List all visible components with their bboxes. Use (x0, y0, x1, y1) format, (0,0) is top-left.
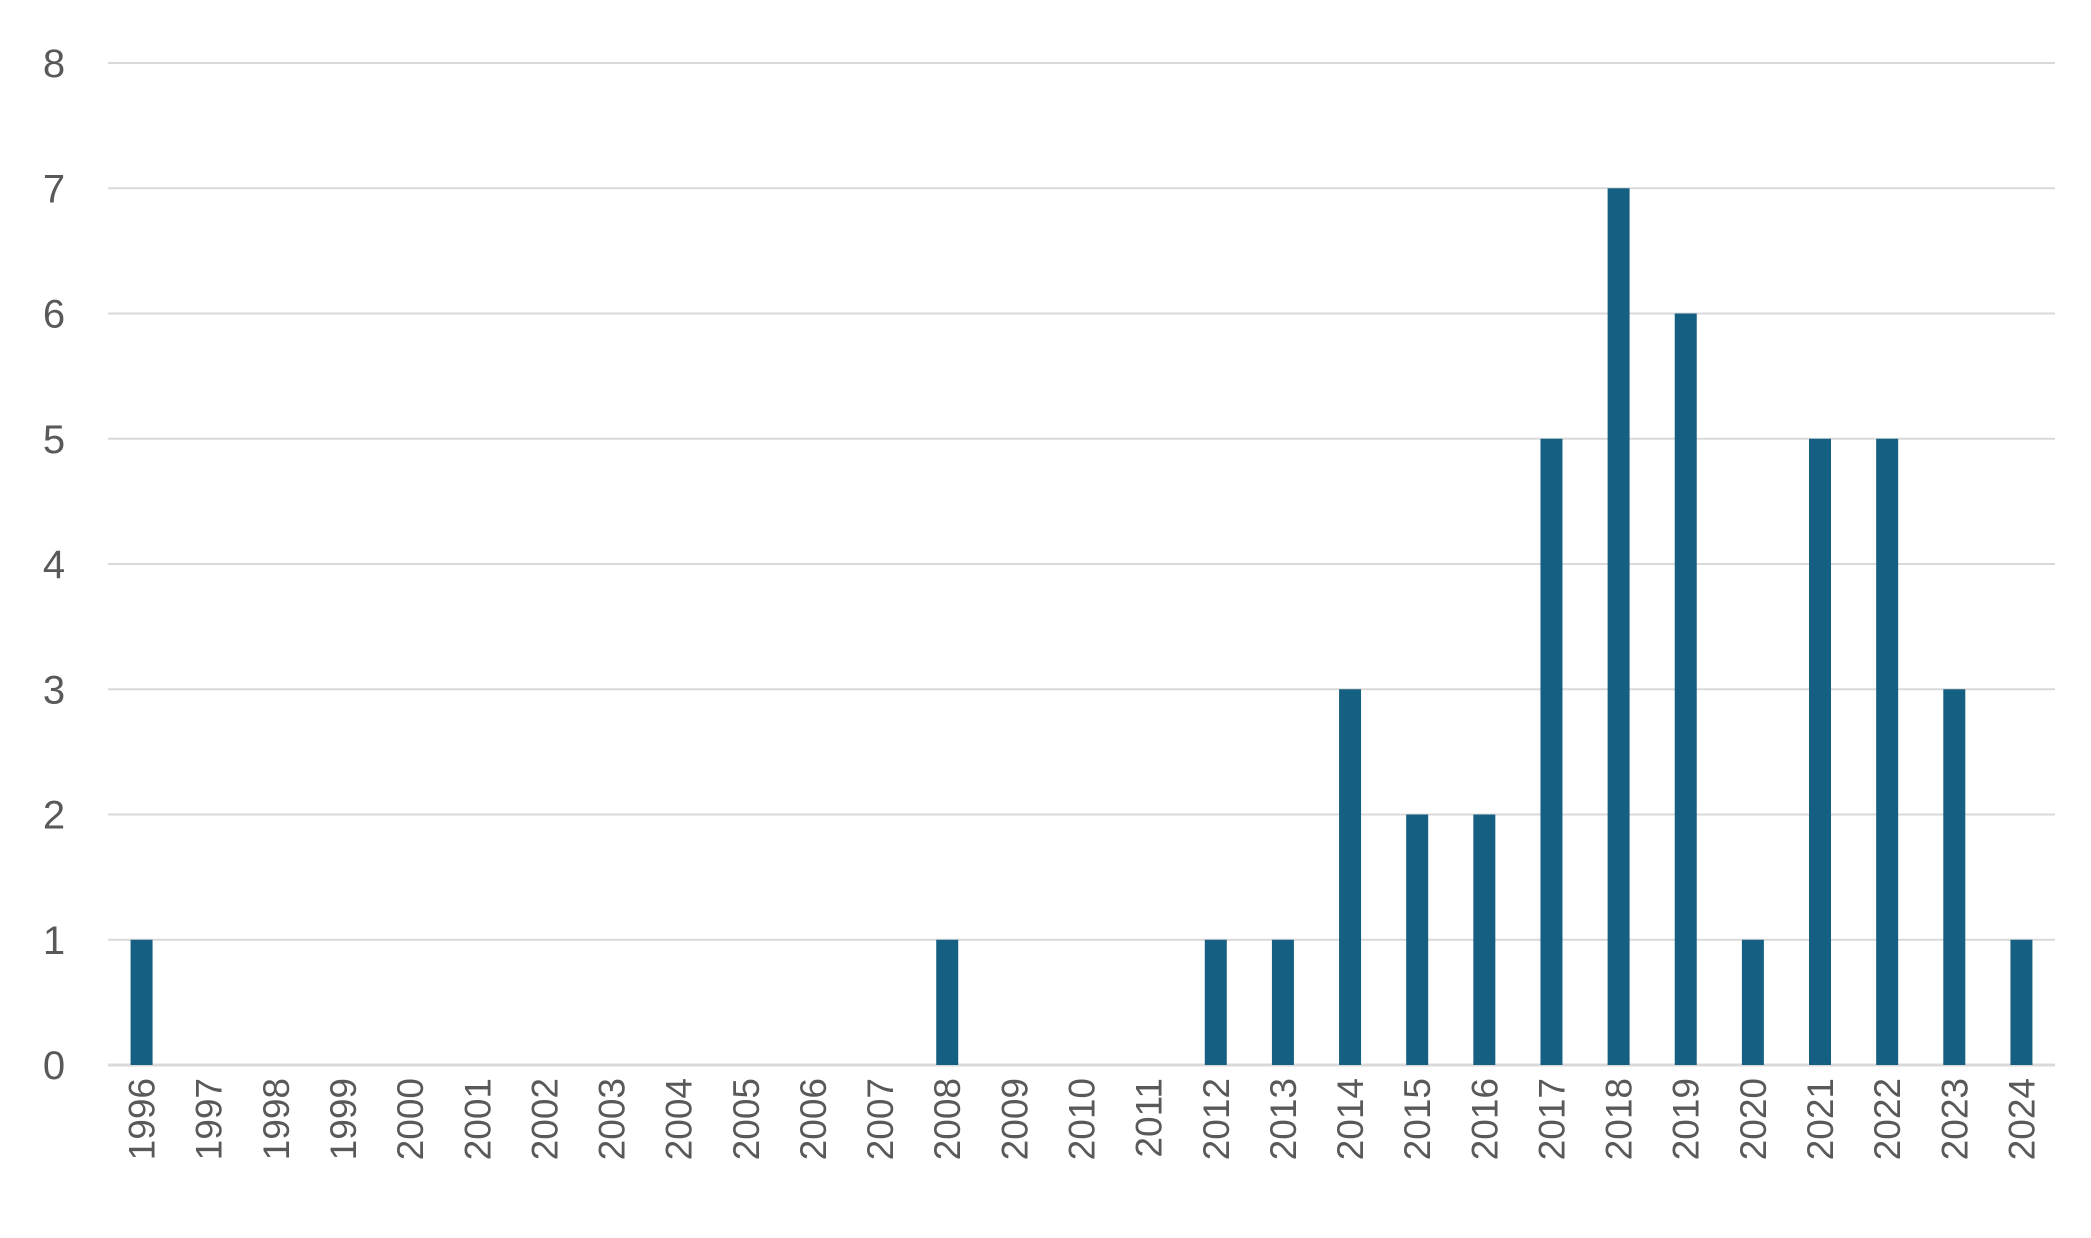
x-tick-label: 2007 (860, 1078, 901, 1160)
bar-2019 (1674, 313, 1697, 1065)
bar-2008 (936, 939, 959, 1065)
x-tick-label: 2006 (793, 1078, 834, 1160)
bar-2022 (1876, 438, 1899, 1065)
x-axis-tick-labels: 1996 1997 1998 1999 2000 2001 2002 2003 2004 2005… (122, 1078, 2043, 1160)
y-tick-label: 2 (43, 794, 65, 838)
x-tick-label: 2011 (1129, 1078, 1170, 1158)
bar-2014 (1339, 689, 1362, 1065)
bars (130, 188, 2033, 1065)
bar-2020 (1741, 939, 1764, 1065)
bar-2015 (1406, 814, 1429, 1065)
x-tick-label: 2022 (1867, 1078, 1908, 1160)
x-tick-label: 2017 (1531, 1078, 1572, 1160)
x-tick-label: 1996 (122, 1078, 163, 1160)
y-tick-label: 8 (43, 42, 65, 86)
bar-2021 (1809, 438, 1832, 1065)
y-tick-label: 0 (43, 1044, 65, 1088)
x-tick-label: 2024 (2001, 1078, 2042, 1160)
y-tick-label: 3 (43, 668, 65, 712)
y-tick-label: 1 (43, 919, 65, 963)
x-tick-label: 2012 (1196, 1078, 1237, 1160)
x-tick-label: 2018 (1599, 1078, 1640, 1160)
x-tick-label: 2020 (1733, 1078, 1774, 1160)
x-tick-label: 2014 (1330, 1078, 1371, 1160)
y-tick-label: 5 (43, 418, 65, 462)
y-tick-label: 4 (43, 543, 65, 587)
x-tick-label: 2010 (1062, 1078, 1103, 1160)
bar-2012 (1204, 939, 1227, 1065)
bar-2017 (1540, 438, 1563, 1065)
bar-2023 (1943, 689, 1966, 1065)
x-tick-label: 1998 (256, 1078, 297, 1160)
bar-2013 (1271, 939, 1294, 1065)
x-tick-label: 2008 (927, 1078, 968, 1160)
bar-2016 (1473, 814, 1496, 1065)
gridlines (108, 62, 2055, 1067)
y-tick-label: 6 (43, 293, 65, 337)
x-tick-label: 2004 (659, 1078, 700, 1160)
y-tick-label: 7 (43, 167, 65, 211)
y-axis-tick-labels: 0 1 2 3 4 5 6 7 8 (43, 42, 65, 1088)
x-tick-label: 2002 (524, 1078, 565, 1160)
x-tick-label: 2023 (1934, 1078, 1975, 1160)
x-tick-label: 2005 (726, 1078, 767, 1160)
x-tick-label: 2016 (1464, 1078, 1505, 1160)
x-tick-label: 1999 (323, 1078, 364, 1160)
x-tick-label: 2015 (1397, 1078, 1438, 1160)
x-tick-label: 2021 (1800, 1078, 1841, 1160)
bar-1996 (130, 939, 153, 1065)
x-tick-label: 1997 (189, 1078, 230, 1160)
x-tick-label: 2013 (1263, 1078, 1304, 1160)
bar-2024 (2010, 939, 2033, 1065)
x-tick-label: 2019 (1666, 1078, 1707, 1160)
x-tick-label: 2009 (994, 1078, 1035, 1160)
x-tick-label: 2001 (457, 1078, 498, 1160)
bar-2018 (1607, 188, 1630, 1065)
x-tick-label: 2000 (390, 1078, 431, 1160)
x-tick-label: 2003 (592, 1078, 633, 1160)
